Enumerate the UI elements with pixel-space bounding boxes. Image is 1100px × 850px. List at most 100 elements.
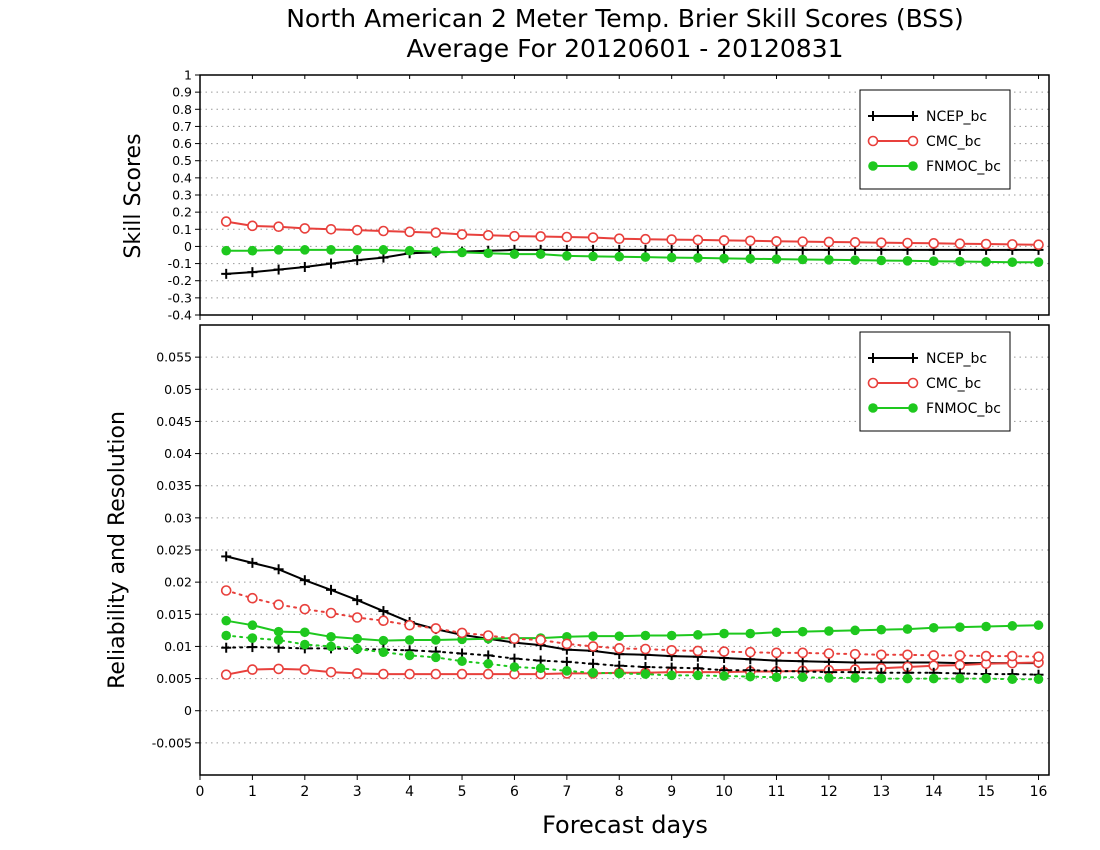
top-data-point [430,227,442,239]
bottom-data-point [745,671,756,682]
top-data-point [562,251,572,261]
legend-marker [867,135,879,147]
legend-marker [868,403,878,413]
bottom-data-point [247,620,258,631]
bottom-data-point [220,669,232,681]
bottom-y-tick-label: 0.015 [156,607,192,622]
bottom-data-point [902,624,913,634]
bottom-y-tick-label: 0.02 [164,575,192,590]
x-tick-label: 16 [1030,784,1048,800]
top-data-point [352,255,363,266]
top-data-point [587,232,599,243]
top-data-point [744,235,756,247]
bottom-data-point [562,666,572,676]
top-y-tick-label: 0.1 [172,222,192,237]
bottom-data-point [457,656,467,667]
x-tick-label: 12 [820,784,838,800]
bottom-data-point [954,650,966,661]
bottom-data-point [849,648,861,660]
bottom-data-point [273,599,284,610]
x-tick-label: 2 [300,784,309,800]
bottom-data-point [614,631,625,641]
bottom-data-point [1007,621,1018,631]
top-data-point [299,223,311,234]
top-data-point [902,256,913,266]
top-data-point [849,237,861,248]
bottom-series-CMC_bc-dotted [220,585,1044,663]
skill-scores-panel: 1 0.9 0.8 0.7 0.6 0.5 0.4 0.3 0.2 0.1 0 -0.1 -0.2 -0.… [168,68,1050,323]
bottom-data-point [745,628,756,639]
bottom-data-point [482,668,494,680]
bottom-data-point [509,633,520,645]
bottom-data-point [404,668,415,680]
bottom-data-point [404,619,415,631]
bottom-data-point [850,625,860,636]
bottom-data-point [693,630,703,640]
bottom-data-point [1033,620,1044,631]
reliability-resolution-panel: 0.055 0.05 0.045 0.04 0.035 0.03 0.025 0.02 0.01… [152,324,1050,800]
bottom-data-point [640,669,651,679]
top-data-point [483,248,494,259]
top-data-point [771,235,782,247]
bottom-data-point [300,627,310,638]
bottom-plot-frame [199,324,1050,776]
top-data-point [509,230,520,242]
bottom-data-point [666,644,677,656]
top-data-point [614,251,625,262]
bottom-legend-entry-NCEP_bc: NCEP_bc [868,351,987,367]
bottom-data-point [535,663,546,674]
top-data-point [535,249,546,259]
bottom-data-point [325,666,337,678]
bottom-data-point [378,635,389,646]
legend-marker [868,111,878,121]
top-data-point [456,229,468,240]
bottom-data-point [378,615,389,627]
x-tick-label: 6 [510,784,519,800]
top-data-point [1007,257,1018,268]
top-data-point [955,256,965,267]
top-data-point [902,237,913,249]
top-data-point [247,220,258,232]
bottom-data-point [876,624,887,635]
top-data-point [378,245,389,255]
top-data-point [666,252,677,263]
bottom-y-axis-label: Reliability and Resolution [105,411,130,689]
top-data-point [273,245,284,255]
top-data-point [300,245,310,255]
legend-label: NCEP_bc [926,351,987,367]
top-plot-frame [199,74,1050,316]
bottom-data-point [797,626,808,637]
bottom-data-point [771,647,782,659]
bottom-series-FNMOC_bc-dotted [221,630,1044,685]
bottom-data-point [326,584,337,595]
bottom-data-point [902,673,913,684]
top-data-point [299,262,310,272]
top-legend-entry-FNMOC_bc: FNMOC_bc [868,159,1001,175]
legend-label: NCEP_bc [926,109,987,125]
top-data-point [980,238,992,250]
top-legend: NCEP_bc CMC_bc FNMOC_bc [859,89,1011,190]
bottom-data-point [823,648,835,659]
bottom-data-point [456,668,468,680]
top-legend-entry-CMC_bc: CMC_bc [867,134,981,150]
x-tick-label: 7 [562,784,571,800]
bottom-y-tick-label: 0.04 [164,446,192,461]
legend-marker [907,135,919,147]
bottom-data-point [430,668,442,680]
top-data-point [666,234,677,245]
bottom-data-point [247,557,258,568]
bottom-y-tick-label: 0.03 [164,510,192,525]
top-legend-box [859,89,1011,190]
bottom-data-point [954,659,966,671]
bottom-data-point [431,652,441,663]
top-data-point [404,226,415,238]
legend-label: CMC_bc [926,134,981,150]
bottom-legend-entry-CMC_bc: CMC_bc [867,376,981,392]
bottom-data-point [456,627,468,639]
top-data-point [457,247,467,258]
bottom-data-point [404,650,415,661]
bottom-data-point [850,673,860,683]
bottom-data-point [692,645,704,657]
x-tick-label: 1 [248,784,257,800]
